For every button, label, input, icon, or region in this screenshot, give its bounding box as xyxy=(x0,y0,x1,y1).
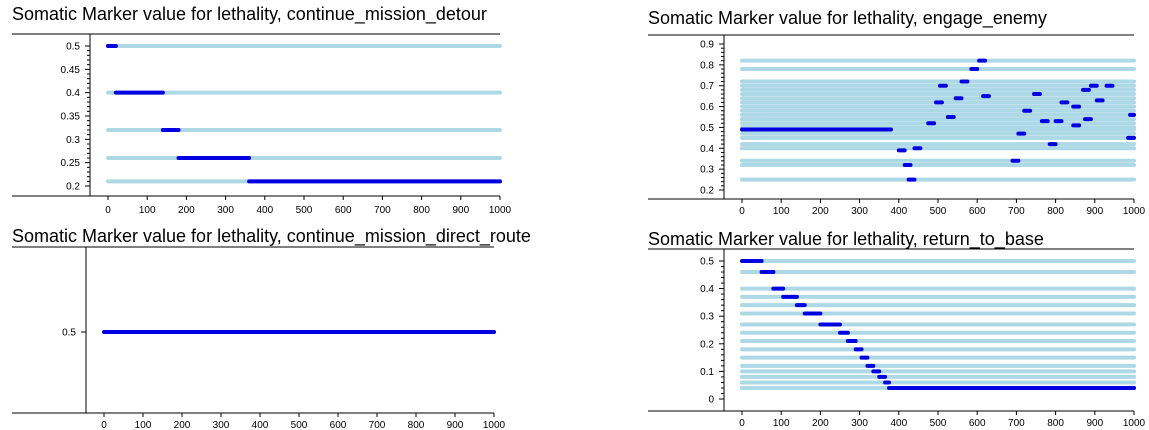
y-tick-label: 0.3 xyxy=(700,312,714,323)
chart-title-return-to-base: Somatic Marker value for lethality, retu… xyxy=(648,229,1044,250)
y-tick-label: 0.7 xyxy=(700,81,714,92)
x-tick-label: 0 xyxy=(105,205,111,216)
x-tick-label: 700 xyxy=(1008,418,1025,429)
chart-engage-enemy: 0 100 200 300 400 500 600 700 800 900 1000 0.9 0.8 0.… xyxy=(648,34,1146,217)
x-tick-label: 1000 xyxy=(489,205,512,216)
y-tick-label: 0.6 xyxy=(700,102,714,113)
x-tick-label: 800 xyxy=(408,420,425,430)
x-tick-label: 400 xyxy=(890,206,907,217)
y-tick-label: 0.35 xyxy=(61,112,81,123)
y-tick-label: 0.5 xyxy=(62,328,76,339)
y-tick-label: 0.2 xyxy=(66,182,80,193)
y-tick-label: 0.1 xyxy=(700,367,714,378)
chart-title-detour: Somatic Marker value for lethality, cont… xyxy=(12,4,487,25)
x-tick-label: 900 xyxy=(1086,206,1103,217)
x-tick-label: 100 xyxy=(135,420,152,430)
x-tick-label: 500 xyxy=(291,420,308,430)
y-tick-label: 0.4 xyxy=(700,284,714,295)
x-tick-label: 200 xyxy=(174,420,191,430)
chart-detour: 0 100 200 300 400 500 600 700 800 900 1000 0.5 0.45 0… xyxy=(12,33,512,216)
chart-title-direct-route: Somatic Marker value for lethality, cont… xyxy=(12,226,531,247)
y-tick-label: 0.3 xyxy=(66,135,80,146)
x-tick-label: 0 xyxy=(101,420,107,430)
y-tick-label: 0.2 xyxy=(700,339,714,350)
chart-return-to-base: 0 100 200 300 400 500 600 700 800 900 1000 0.5 0.4 0.… xyxy=(648,248,1146,429)
x-tick-label: 900 xyxy=(1086,418,1103,429)
x-tick-label: 300 xyxy=(851,418,868,429)
x-tick-label: 500 xyxy=(296,205,313,216)
x-tick-label: 300 xyxy=(217,205,234,216)
x-tick-label: 200 xyxy=(812,206,829,217)
y-tick-label: 0.3 xyxy=(700,165,714,176)
chart-title-engage-enemy: Somatic Marker value for lethality, enga… xyxy=(648,8,1047,29)
x-tick-label: 600 xyxy=(330,420,347,430)
x-tick-label: 900 xyxy=(447,420,464,430)
x-tick-label: 1000 xyxy=(1123,206,1146,217)
x-tick-label: 700 xyxy=(369,420,386,430)
x-tick-label: 600 xyxy=(969,418,986,429)
chart-direct-route: 0 100 200 300 400 500 600 700 800 900 1000 0.5 xyxy=(12,246,506,430)
x-tick-label: 400 xyxy=(890,418,907,429)
x-tick-label: 1000 xyxy=(483,420,506,430)
x-tick-label: 700 xyxy=(1008,206,1025,217)
x-tick-label: 200 xyxy=(178,205,195,216)
x-tick-label: 500 xyxy=(930,418,947,429)
x-tick-label: 100 xyxy=(773,418,790,429)
x-tick-label: 200 xyxy=(812,418,829,429)
x-tick-label: 300 xyxy=(851,206,868,217)
x-tick-label: 400 xyxy=(256,205,273,216)
x-tick-label: 300 xyxy=(213,420,230,430)
x-tick-label: 800 xyxy=(1047,206,1064,217)
x-tick-label: 100 xyxy=(773,206,790,217)
y-tick-label: 0.45 xyxy=(61,65,81,76)
x-tick-label: 0 xyxy=(739,418,745,429)
y-tick-label: 0.4 xyxy=(66,88,80,99)
x-tick-label: 100 xyxy=(139,205,156,216)
x-tick-label: 1000 xyxy=(1123,418,1146,429)
x-tick-label: 600 xyxy=(969,206,986,217)
x-tick-label: 0 xyxy=(739,206,745,217)
y-tick-label: 0.8 xyxy=(700,60,714,71)
y-tick-label: 0.9 xyxy=(700,40,714,51)
y-tick-label: 0.5 xyxy=(66,42,80,53)
x-tick-label: 800 xyxy=(413,205,430,216)
y-tick-label: 0.4 xyxy=(700,144,714,155)
x-tick-label: 800 xyxy=(1047,418,1064,429)
y-tick-label: 0.25 xyxy=(61,158,81,169)
x-tick-label: 700 xyxy=(374,205,391,216)
y-tick-label: 0.5 xyxy=(700,123,714,134)
y-tick-label: 0 xyxy=(708,395,714,406)
x-tick-label: 900 xyxy=(452,205,469,216)
x-tick-label: 400 xyxy=(252,420,269,430)
x-tick-label: 600 xyxy=(335,205,352,216)
y-tick-label: 0.2 xyxy=(700,186,714,197)
y-tick-label: 0.5 xyxy=(700,257,714,268)
x-tick-label: 500 xyxy=(930,206,947,217)
